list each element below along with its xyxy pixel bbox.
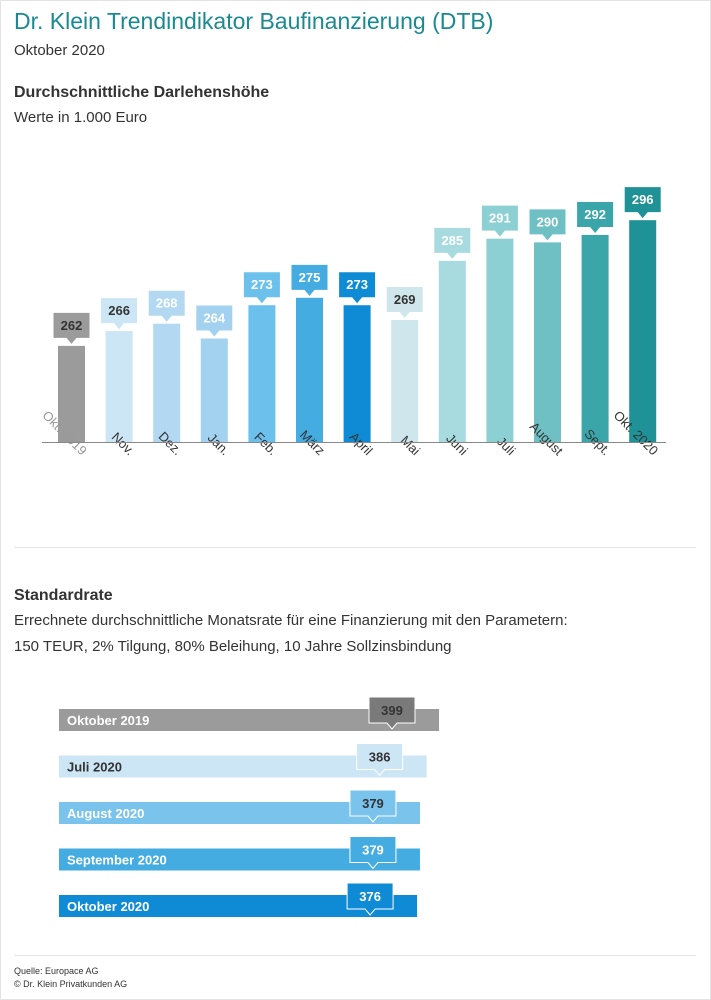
bar-3 — [200, 338, 228, 442]
rate-value-label-bg-4 — [346, 882, 394, 916]
rate-value-label-2: 379 — [362, 796, 384, 811]
value-label-bg-9 — [481, 205, 518, 237]
value-label-bg-6 — [339, 272, 376, 304]
rate-value-label-0: 399 — [381, 703, 403, 718]
rate-bar-2 — [59, 802, 420, 824]
bar-0 — [58, 345, 85, 442]
rate-chart-description-1: Errechnete durchschnittliche Monatsrate … — [14, 612, 568, 629]
rate-category-label-0: Oktober 2019 — [67, 713, 149, 728]
value-label-4: 273 — [251, 277, 273, 292]
bar-10 — [534, 242, 561, 442]
value-label-11: 292 — [584, 207, 606, 222]
rate-chart-title: Standardrate — [14, 587, 113, 604]
bar-7 — [391, 320, 419, 442]
rate-value-label-bg-1 — [356, 743, 404, 777]
bar-4 — [248, 305, 276, 442]
rate-chart-description-2: 150 TEUR, 2% Tilgung, 80% Beleihung, 10 … — [14, 638, 452, 655]
value-label-7: 269 — [394, 292, 416, 307]
footer-divider — [14, 955, 696, 956]
value-label-2: 268 — [156, 296, 178, 311]
value-label-bg-3 — [196, 305, 233, 337]
bar-1 — [105, 331, 133, 442]
rate-value-label-3: 379 — [362, 843, 384, 858]
bar-9 — [486, 238, 514, 442]
rate-bar-0 — [59, 709, 439, 731]
bar-11 — [581, 234, 609, 442]
rate-category-label-3: September 2020 — [67, 853, 167, 868]
bar-2 — [153, 323, 181, 442]
value-label-bg-5 — [291, 264, 328, 296]
rate-bar-1 — [59, 755, 427, 778]
rate-value-label-bg-3 — [349, 836, 397, 870]
rate-bar-3 — [59, 848, 420, 871]
copyright-note: © Dr. Klein Privatkunden AG — [14, 979, 128, 989]
source-note: Quelle: Europace AG — [14, 966, 99, 976]
bar-5 — [296, 297, 323, 442]
rate-bar-4 — [59, 895, 418, 917]
loan-chart-subtitle: Werte in 1.000 Euro — [14, 109, 148, 126]
value-label-1: 266 — [108, 303, 130, 318]
page-title: Dr. Klein Trendindikator Baufinanzierung… — [14, 8, 494, 34]
standard-rate-bar-chart: Oktober 2019 399 Juli 2020 386 August 2020 37… — [59, 696, 439, 917]
loan-chart-title: Durchschnittliche Darlehenshöhe — [14, 84, 270, 101]
value-label-6: 273 — [346, 277, 368, 292]
rate-value-label-4: 376 — [359, 889, 381, 904]
bar-6 — [343, 305, 371, 442]
rate-category-label-2: August 2020 — [67, 806, 144, 821]
bar-8 — [438, 260, 466, 442]
value-label-bg-2 — [148, 290, 185, 322]
page-subtitle: Oktober 2020 — [14, 42, 105, 59]
value-label-bg-8 — [434, 227, 471, 259]
value-label-bg-10 — [529, 209, 566, 241]
rate-category-label-4: Oktober 2020 — [67, 899, 149, 914]
rate-value-label-1: 386 — [369, 750, 391, 765]
value-label-bg-4 — [243, 272, 280, 304]
value-label-10: 290 — [537, 214, 559, 229]
value-label-8: 285 — [441, 233, 463, 248]
bar-12 — [629, 220, 657, 442]
value-label-0: 262 — [61, 318, 83, 333]
rate-value-label-bg-0 — [368, 696, 416, 730]
value-label-5: 275 — [299, 270, 321, 285]
rate-category-label-1: Juli 2020 — [67, 760, 122, 775]
value-label-bg-12 — [624, 187, 661, 219]
value-label-bg-1 — [101, 298, 138, 330]
value-label-3: 264 — [203, 310, 225, 325]
section-divider — [14, 547, 696, 548]
value-label-bg-0 — [53, 312, 90, 344]
value-label-bg-7 — [386, 287, 423, 318]
value-label-12: 296 — [632, 192, 654, 207]
value-label-bg-11 — [577, 201, 614, 233]
rate-value-label-bg-2 — [349, 789, 397, 823]
value-label-9: 291 — [489, 211, 511, 226]
